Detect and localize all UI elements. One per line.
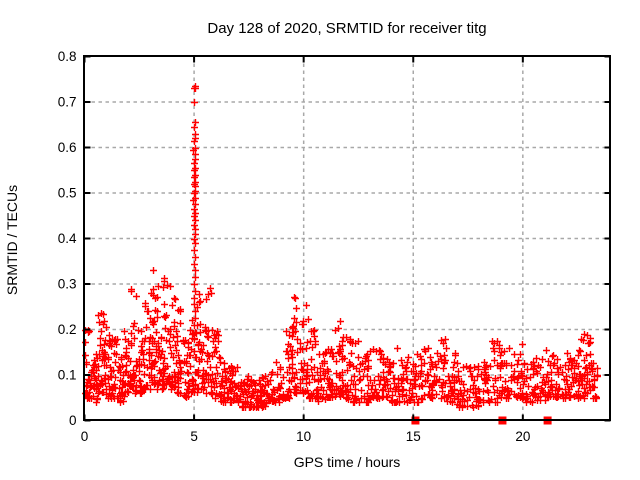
y-tick-label: 0.5	[58, 186, 77, 201]
x-tick-label: 0	[81, 429, 89, 444]
plot-border	[83, 55, 611, 421]
x-axis-label: GPS time / hours	[294, 454, 401, 470]
x-tick-label: 15	[406, 429, 421, 444]
x-tick-label: 10	[296, 429, 311, 444]
tick-labels: 0 5 10 15 20 0 0.1 0.2 0.3 0.4 0.5 0.6 0.7 0.8	[58, 49, 531, 444]
y-tick-label: 0.4	[58, 231, 77, 246]
x-tick-label: 5	[190, 429, 198, 444]
y-tick-label: 0.6	[58, 140, 77, 155]
cross-markers	[82, 83, 601, 411]
y-tick-label: 0.2	[58, 322, 77, 337]
y-tick-label: 0.8	[58, 49, 77, 64]
chart-title: Day 128 of 2020, SRMTID for receiver tit…	[207, 20, 486, 37]
y-tick-label: 0	[69, 413, 77, 428]
data-points-crosses	[82, 83, 601, 411]
y-tick-label: 0.3	[58, 277, 77, 292]
y-tick-label: 0.7	[58, 95, 77, 110]
y-tick-label: 0.1	[58, 368, 77, 383]
y-axis-label: SRMTID / TECUs	[4, 185, 20, 295]
x-tick-label: 20	[515, 429, 530, 444]
